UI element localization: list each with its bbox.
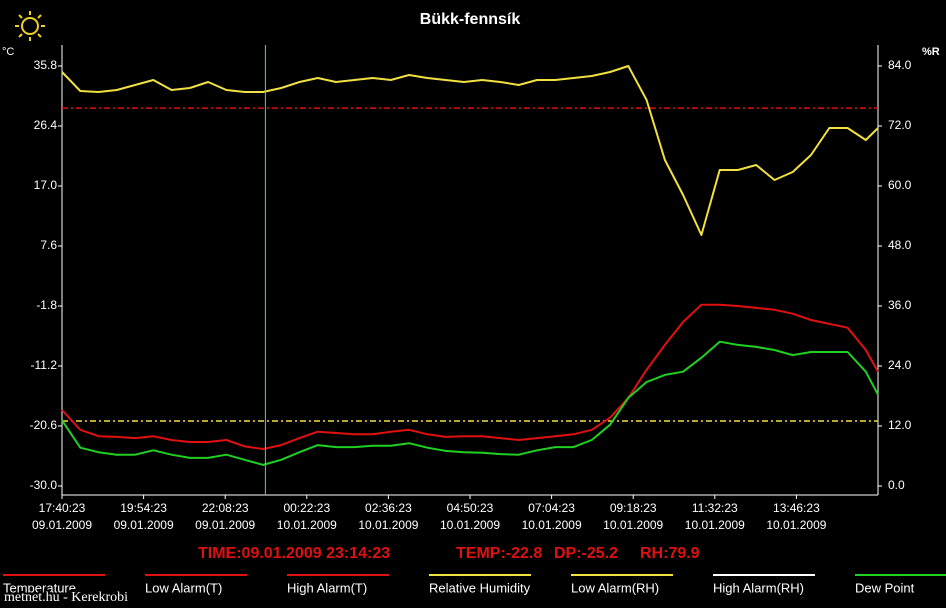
- y-tick-label: 7.6: [40, 238, 57, 252]
- x-tick-label: 04:50:23 10.01.2009: [439, 501, 501, 532]
- sun-icon: [15, 11, 45, 41]
- y2-tick-label: 84.0: [888, 58, 912, 72]
- legend-label: Low Alarm(RH): [571, 580, 659, 595]
- legend-label: Dew Point: [855, 580, 915, 595]
- x-tick-label: 19:54:23 09.01.2009: [113, 501, 174, 532]
- y-tick-label: -20.6: [30, 418, 58, 432]
- watermark: metnet.hu - Kerekrobi: [4, 590, 128, 605]
- y-tick-label: 35.8: [34, 58, 58, 72]
- x-tick-label: 13:46:23 10.01.2009: [766, 501, 827, 532]
- cursor-readout: DP:-25.2: [554, 545, 618, 562]
- y2-tick-label: 12.0: [888, 418, 912, 432]
- cursor-readout: RH:79.9: [640, 545, 700, 562]
- y2-tick-label: 60.0: [888, 178, 912, 192]
- y2-tick-label: 0.0: [888, 478, 905, 492]
- y-tick-label: 17.0: [34, 178, 58, 192]
- x-tick-label: 17:40:23 09.01.2009: [31, 501, 93, 532]
- x-tick-label: 07:04:23 10.01.2009: [521, 501, 582, 532]
- x-tick-label: 00:22:23 10.01.2009: [276, 501, 337, 532]
- x-tick-label: 22:08:23 09.01.2009: [195, 501, 256, 532]
- series-line: [61, 303, 879, 450]
- cursor-readout: TEMP:-22.8: [456, 545, 542, 562]
- y2-unit: %R: [922, 46, 940, 58]
- legend-label: High Alarm(T): [287, 580, 367, 595]
- legend-label: High Alarm(RH): [713, 580, 804, 595]
- series-line: [61, 65, 879, 236]
- x-tick-label: 11:32:23 10.01.2009: [684, 501, 745, 532]
- y2-tick-label: 48.0: [888, 238, 912, 252]
- y2-tick-label: 24.0: [888, 358, 912, 372]
- y2-tick-label: 72.0: [888, 118, 912, 132]
- x-tick-label: 02:36:23 10.01.2009: [358, 501, 419, 532]
- x-tick-label: 09:18:23 10.01.2009: [603, 501, 664, 532]
- y-tick-label: -1.8: [36, 298, 57, 312]
- legend-label: Low Alarm(T): [145, 580, 222, 595]
- y-tick-label: -11.2: [31, 358, 58, 372]
- chart-title: Bükk-fennsík: [420, 11, 521, 28]
- y-unit: °C: [2, 46, 14, 58]
- legend-label: Relative Humidity: [429, 580, 531, 595]
- y-tick-label: -30.0: [30, 478, 58, 492]
- y2-tick-label: 36.0: [888, 298, 912, 312]
- y-tick-label: 26.4: [34, 118, 58, 132]
- series-line: [61, 340, 879, 466]
- legend-label: Temperature: [3, 580, 76, 595]
- cursor-readout: TIME:09.01.2009 23:14:23: [198, 545, 390, 562]
